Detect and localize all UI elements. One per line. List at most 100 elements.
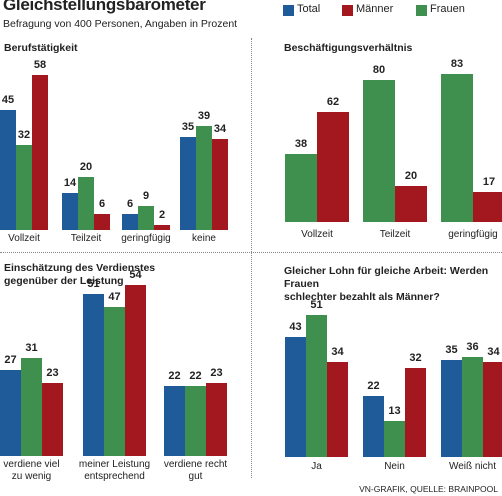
value-label: 22 [367, 379, 380, 392]
bar [212, 139, 228, 230]
bar [32, 75, 48, 230]
legend-swatch [342, 5, 353, 16]
legend-label: Männer [356, 3, 394, 15]
value-label: 35 [445, 343, 458, 356]
value-label: 17 [482, 175, 496, 188]
value-label: 45 [1, 93, 15, 106]
bar [164, 386, 185, 456]
value-label: 51 [87, 278, 100, 291]
bar [473, 191, 502, 222]
value-label: 31 [25, 341, 38, 354]
bar [441, 359, 462, 457]
value-label: 62 [326, 95, 340, 108]
subtitle: Befragung von 400 Personen, Angaben in P… [3, 18, 238, 30]
legend-swatch [416, 5, 427, 16]
value-label: 23 [210, 367, 223, 380]
bar [441, 74, 473, 222]
value-label: 9 [142, 189, 150, 202]
bar [327, 362, 348, 457]
bar [104, 307, 125, 456]
bar [462, 356, 483, 457]
panel-title: Einschätzung des Verdienstes gegenüber d… [4, 262, 156, 287]
value-label: 22 [189, 370, 202, 383]
category-label: Teilzeit [379, 229, 411, 240]
category-label: meiner Leistung entsprechend [78, 459, 151, 482]
bar [317, 111, 349, 222]
value-label: 54 [129, 268, 142, 281]
legend-swatch [283, 5, 294, 16]
title: Gleichstellungsbarometer [3, 0, 206, 14]
bar [395, 186, 427, 222]
category-label: Vollzeit [8, 233, 40, 244]
bar [154, 224, 170, 230]
value-label: 2 [158, 208, 166, 221]
value-label: 47 [108, 291, 121, 303]
bar [384, 420, 405, 457]
value-label: 35 [181, 120, 195, 133]
bar [285, 154, 317, 222]
value-label: 20 [79, 160, 93, 173]
value-label: 34 [213, 123, 227, 136]
category-label: Vollzeit [301, 229, 333, 240]
bar [0, 109, 16, 230]
value-label: 32 [17, 128, 31, 141]
value-label: 39 [197, 109, 211, 122]
value-label: 23 [46, 367, 59, 380]
bar [42, 383, 63, 456]
value-label: 83 [450, 58, 464, 71]
bar [405, 368, 426, 457]
value-label: 6 [98, 197, 106, 210]
bar [62, 192, 78, 230]
divider [251, 38, 252, 478]
value-label: 36 [466, 340, 479, 353]
legend-label: Frauen [430, 3, 465, 15]
value-label: 34 [331, 346, 344, 359]
bar [122, 213, 138, 230]
value-label: 6 [126, 197, 134, 210]
value-label: 43 [289, 321, 302, 334]
category-label: Weiß nicht [448, 461, 497, 472]
category-label: geringfügig [448, 229, 498, 240]
legend-label: Total [297, 3, 321, 15]
value-label: 58 [33, 59, 47, 72]
bar [0, 370, 21, 456]
category-label: Nein [384, 461, 405, 472]
value-label: 14 [63, 176, 77, 189]
category-label: geringfügig [121, 233, 171, 244]
category-label: verdiene recht gut [163, 459, 228, 482]
bar [206, 383, 227, 456]
bar [16, 144, 32, 230]
bar [363, 79, 395, 222]
bar [196, 125, 212, 230]
bar [363, 395, 384, 457]
bar [138, 205, 154, 230]
bar [483, 362, 502, 457]
value-label: 20 [404, 170, 418, 183]
bar [125, 284, 146, 456]
bar [78, 176, 94, 230]
divider [0, 252, 502, 253]
value-label: 38 [294, 138, 308, 151]
category-label: keine [192, 233, 216, 244]
bar [94, 213, 110, 230]
category-label: verdiene viel zu wenig [3, 459, 60, 482]
bar [21, 357, 42, 456]
panel-title: Gleicher Lohn für gleiche Arbeit: Werden… [284, 265, 489, 303]
category-label: Teilzeit [70, 233, 102, 244]
value-label: 51 [310, 299, 323, 312]
bar [185, 386, 206, 456]
value-label: 32 [409, 352, 422, 365]
value-label: 13 [388, 404, 401, 417]
panel-title: Berufstätigkeit [4, 42, 78, 54]
bar [83, 294, 104, 456]
source: VN-GRAFIK, QUELLE: BRAINPOOL [359, 484, 498, 494]
value-label: 80 [372, 63, 386, 76]
panel-title: Beschäftigungsverhältnis [284, 42, 413, 54]
value-label: 34 [487, 346, 500, 359]
bar [180, 136, 196, 230]
category-label: Ja [311, 461, 322, 472]
bar [306, 315, 327, 457]
bar [285, 337, 306, 457]
value-label: 27 [4, 354, 17, 367]
